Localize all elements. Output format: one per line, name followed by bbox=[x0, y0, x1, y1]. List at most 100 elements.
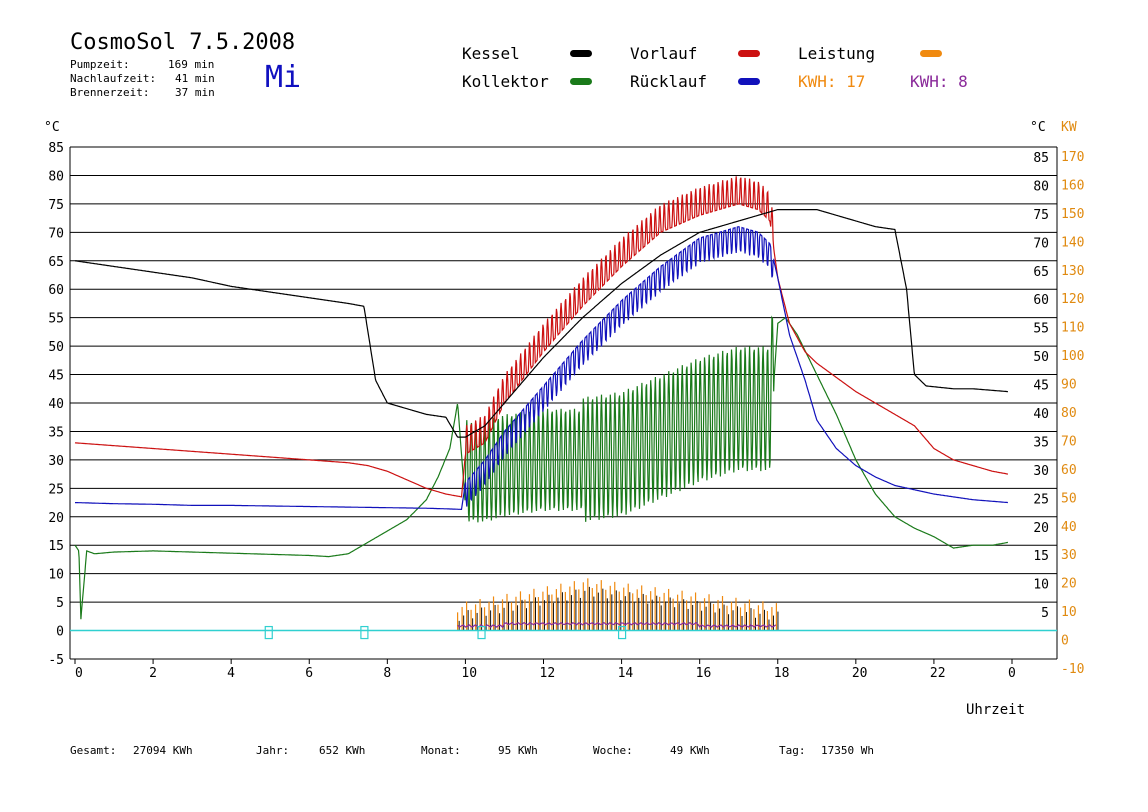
stat-value-brennerzeit: 37 min bbox=[175, 86, 215, 99]
kw-tick-label: 0 bbox=[1061, 634, 1069, 649]
y-tick-label-right: 80 bbox=[1033, 179, 1049, 194]
kwh-purple-line bbox=[457, 621, 777, 629]
kw-tick-label: 60 bbox=[1061, 463, 1077, 478]
kw-tick-label: 100 bbox=[1061, 349, 1084, 364]
y-tick-label-right: 20 bbox=[1033, 521, 1049, 536]
x-tick-label: 18 bbox=[774, 666, 790, 681]
pump-marker bbox=[477, 625, 486, 640]
weekday-label: Mi bbox=[265, 60, 302, 95]
pump-marker bbox=[264, 625, 273, 640]
footer-woche-label: Woche: bbox=[593, 744, 633, 757]
stat-label-nachlaufzeit: Nachlaufzeit: bbox=[70, 72, 157, 85]
y-tick-label-left: 30 bbox=[48, 454, 64, 469]
x-tick-label: 14 bbox=[618, 666, 634, 681]
legend-swatch-ruecklauf bbox=[738, 78, 760, 85]
y-tick-label-left: 60 bbox=[48, 283, 64, 298]
kw-tick-label: 130 bbox=[1061, 264, 1084, 279]
y-tick-label-left: 5 bbox=[56, 596, 64, 611]
kw-tick-label: 120 bbox=[1061, 292, 1084, 307]
kw-tick-label: 80 bbox=[1061, 406, 1077, 421]
footer-jahr-label: Jahr: bbox=[256, 744, 290, 757]
y-tick-label-right: 5 bbox=[1041, 606, 1049, 621]
pump-marker bbox=[360, 625, 369, 640]
x-tick-label: 8 bbox=[383, 666, 391, 681]
chart-title: CosmoSol 7.5.2008 bbox=[70, 30, 296, 55]
y-tick-label-right: 10 bbox=[1033, 578, 1049, 593]
y-axis-unit-left: °C bbox=[44, 120, 60, 135]
y-tick-label-left: 50 bbox=[48, 340, 64, 355]
series-line-ruecklauf bbox=[75, 226, 1008, 510]
legend-vorlauf: Vorlauf bbox=[630, 44, 698, 63]
y-tick-label-right: 55 bbox=[1033, 322, 1049, 337]
kw-tick-label: 10 bbox=[1061, 605, 1077, 620]
x-tick-label: 16 bbox=[696, 666, 712, 681]
series-line-vorlauf bbox=[74, 176, 1008, 498]
kw-tick-label: 160 bbox=[1061, 178, 1084, 193]
kw-tick-label: 170 bbox=[1061, 150, 1084, 165]
y-tick-label-right: 30 bbox=[1033, 464, 1049, 479]
footer-woche-value: 49 KWh bbox=[670, 744, 710, 757]
kw-tick-label: 110 bbox=[1061, 321, 1084, 336]
y-tick-label-right: 60 bbox=[1033, 293, 1049, 308]
pump-marker bbox=[617, 625, 627, 640]
kw-tick-label: 40 bbox=[1061, 520, 1077, 535]
y-tick-label-left: 25 bbox=[48, 482, 64, 497]
y-tick-label-left: -5 bbox=[48, 653, 64, 668]
y-tick-label-left: 45 bbox=[48, 369, 64, 384]
footer-gesamt-label: Gesamt: bbox=[70, 744, 117, 757]
y-tick-label-right: 25 bbox=[1033, 492, 1049, 507]
footer-gesamt-value: 27094 KWh bbox=[133, 744, 193, 757]
legend-leistung: Leistung bbox=[798, 44, 876, 63]
kw-tick-label: -10 bbox=[1061, 662, 1084, 677]
footer-tag-value: 17350 Wh bbox=[821, 744, 874, 757]
series-line-kessel bbox=[74, 209, 1008, 438]
legend-kessel: Kessel bbox=[462, 44, 520, 63]
y-tick-label-left: 0 bbox=[56, 625, 64, 640]
stat-label-pumpzeit: Pumpzeit: bbox=[70, 58, 130, 71]
y-tick-label-left: 35 bbox=[48, 425, 64, 440]
series-line-kollektor bbox=[74, 315, 1008, 620]
kw-tick-label: 150 bbox=[1061, 207, 1084, 222]
legend-swatch-leistung bbox=[920, 50, 942, 57]
y-tick-label-right: 85 bbox=[1033, 151, 1049, 166]
x-tick-label: 0 bbox=[1008, 666, 1016, 681]
kw-tick-label: 90 bbox=[1061, 378, 1077, 393]
y-tick-label-left: 80 bbox=[48, 169, 64, 184]
x-tick-label: 12 bbox=[540, 666, 556, 681]
legend-kollektor: Kollektor bbox=[462, 72, 549, 91]
y-tick-label-right: 35 bbox=[1033, 435, 1049, 450]
y-tick-label-right: 45 bbox=[1033, 379, 1049, 394]
footer-monat-label: Monat: bbox=[421, 744, 461, 757]
x-tick-label: 4 bbox=[227, 666, 235, 681]
footer-monat-value: 95 KWh bbox=[498, 744, 538, 757]
x-tick-label: 2 bbox=[149, 666, 157, 681]
kw-axis-unit: KW bbox=[1061, 120, 1077, 135]
legend-swatch-kollektor bbox=[570, 78, 592, 85]
y-tick-label-right: 70 bbox=[1033, 236, 1049, 251]
kw-tick-label: 70 bbox=[1061, 434, 1077, 449]
legend-kwh-orange: KWH: 17 bbox=[798, 72, 866, 91]
legend-swatch-kessel bbox=[570, 50, 592, 57]
x-tick-label: 20 bbox=[852, 666, 868, 681]
y-tick-label-right: 15 bbox=[1033, 549, 1049, 564]
stat-value-pumpzeit: 169 min bbox=[168, 58, 215, 71]
y-tick-label-left: 15 bbox=[48, 539, 64, 554]
y-tick-label-right: 65 bbox=[1033, 265, 1049, 280]
y-tick-label-left: 85 bbox=[48, 141, 64, 156]
y-tick-label-left: 65 bbox=[48, 255, 64, 270]
y-axis-unit-right: °C bbox=[1030, 120, 1046, 135]
x-axis-label: Uhrzeit bbox=[966, 702, 1026, 718]
y-tick-label-left: 20 bbox=[48, 511, 64, 526]
x-tick-label: 10 bbox=[461, 666, 477, 681]
x-tick-label: 22 bbox=[930, 666, 946, 681]
stat-label-brennerzeit: Brennerzeit: bbox=[70, 86, 150, 99]
y-tick-label-right: 75 bbox=[1033, 208, 1049, 223]
legend-ruecklauf: Rücklauf bbox=[630, 72, 708, 91]
y-tick-label-right: 50 bbox=[1033, 350, 1049, 365]
y-tick-label-left: 70 bbox=[48, 226, 64, 241]
y-tick-label-left: 55 bbox=[48, 312, 64, 327]
x-tick-label: 0 bbox=[75, 666, 83, 681]
legend-kwh-purple: KWH: 8 bbox=[910, 72, 968, 91]
y-tick-label-left: 75 bbox=[48, 198, 64, 213]
